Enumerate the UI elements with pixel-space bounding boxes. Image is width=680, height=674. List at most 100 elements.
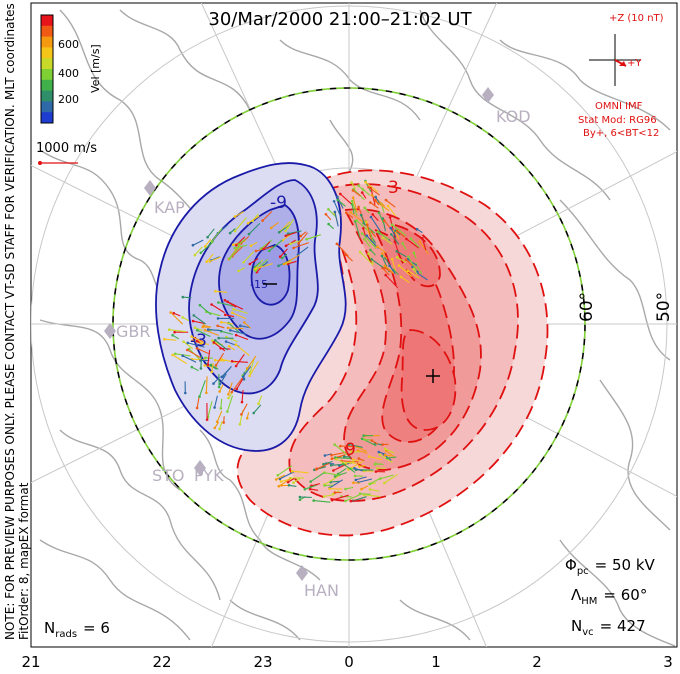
velocity-vector	[356, 219, 369, 232]
fit-order-note: FitOrder: 8, mapEX format	[17, 482, 31, 640]
contour-label-neg-3: -3	[190, 331, 207, 351]
velocity-vector-origin	[191, 243, 195, 247]
velocity-vector-origin	[327, 222, 330, 226]
velocity-vector-origin	[237, 243, 241, 246]
velocity-vector	[361, 233, 375, 247]
colorbar-swatch	[41, 101, 53, 113]
velocity-vector-origin	[289, 242, 292, 246]
velocity-vector-origin	[243, 321, 246, 324]
velocity-vector-origin	[222, 421, 225, 424]
velocity-vector-origin	[257, 402, 260, 406]
velocity-vector	[200, 240, 214, 254]
velocity-vector	[268, 239, 283, 252]
velocity-vector	[421, 238, 427, 251]
velocity-vector	[255, 258, 269, 272]
velocity-vector-origin	[276, 474, 280, 477]
velocity-vector-origin	[206, 363, 210, 367]
velocity-vector	[384, 448, 395, 454]
velocity-vector	[371, 258, 384, 269]
velocity-vector-origin	[406, 269, 410, 273]
contour-label-neg-9: -9	[270, 193, 287, 213]
velocity-vector	[384, 473, 398, 484]
scale-vector-arrow	[38, 161, 78, 165]
velocity-vector-origin	[335, 242, 339, 246]
velocity-vector	[378, 212, 385, 225]
colorbar-ticks: 600 400 200	[58, 38, 79, 106]
contour-label-neg-15: -15	[250, 278, 268, 291]
velocity-vector-origin	[329, 464, 333, 467]
velocity-vector-origin	[240, 413, 243, 416]
velocity-vector-origin	[374, 199, 377, 202]
velocity-vector	[213, 376, 220, 384]
colorbar-swatch	[41, 79, 53, 92]
velocity-vector	[193, 314, 206, 325]
velocity-vector-origin	[216, 324, 219, 328]
velocity-vector	[270, 221, 279, 229]
velocity-vector	[257, 395, 263, 404]
velocity-vector-origin	[248, 262, 252, 266]
velocity-vector-origin	[376, 467, 379, 470]
velocity-vector	[306, 234, 322, 240]
velocity-vector	[196, 396, 200, 409]
velocity-vector	[192, 239, 204, 246]
velocity-vector-origin	[386, 204, 390, 208]
velocity-vector-origin	[381, 443, 384, 446]
velocity-vector	[254, 261, 262, 268]
velocity-vector	[279, 470, 296, 480]
velocity-vector	[398, 265, 413, 278]
velocity-vector	[187, 342, 205, 348]
velocity-vector	[199, 304, 212, 316]
velocity-vector-origin	[240, 400, 244, 404]
velocity-vector	[232, 360, 248, 363]
velocity-vector	[211, 304, 225, 314]
velocity-vector-origin	[218, 390, 221, 393]
velocity-vector	[170, 312, 184, 325]
velocity-vector	[207, 228, 215, 238]
velocity-vector	[362, 188, 371, 196]
velocity-vector	[183, 341, 194, 350]
velocity-vector-origin	[383, 266, 387, 270]
velocity-vector-origin	[376, 230, 380, 233]
mlt-ticks: 21 22 23 0 1 2 3	[21, 653, 672, 671]
velocity-vector-origin	[199, 367, 203, 370]
station-sto: STO	[152, 466, 185, 485]
velocity-vector-origin	[357, 184, 360, 187]
velocity-vector-origin	[254, 269, 257, 273]
velocity-vector-origin	[383, 447, 387, 451]
velocity-vector-origin	[242, 377, 246, 381]
velocity-vector	[366, 224, 373, 242]
velocity-vector-origin	[173, 352, 177, 356]
velocity-vector	[231, 377, 243, 393]
velocity-vector	[260, 239, 273, 249]
velocity-vector-origin	[205, 418, 209, 421]
velocity-vector-origin	[335, 457, 338, 461]
velocity-vector-origin	[327, 208, 330, 211]
velocity-vector	[339, 193, 352, 205]
velocity-vector-origin	[315, 468, 318, 471]
lat-label-60: 60°	[577, 292, 597, 322]
velocity-vector	[369, 488, 380, 492]
colorbar-swatch	[41, 47, 53, 59]
velocity-vector	[285, 224, 291, 232]
velocity-vector-origin	[254, 249, 258, 253]
velocity-vector-origin	[191, 319, 195, 323]
colorbar-outline	[40, 14, 54, 124]
imf-clock	[589, 34, 641, 86]
velocity-vector-origin	[206, 328, 210, 331]
velocity-vector	[372, 214, 379, 222]
velocity-vector-origin	[328, 487, 331, 491]
svg-text:Nrads= 6: Nrads = 6	[44, 619, 110, 640]
velocity-vector-origin	[349, 499, 353, 503]
velocity-vector	[207, 401, 213, 418]
velocity-vector	[182, 296, 192, 299]
velocity-vector-origin	[287, 484, 291, 487]
velocity-vector	[304, 484, 316, 490]
velocity-vector-origin	[374, 462, 378, 466]
velocity-vector	[331, 494, 349, 501]
potential-max-marker	[426, 369, 440, 383]
velocity-vector-origin	[378, 453, 382, 457]
velocity-vector	[206, 253, 214, 263]
velocity-vector-origin	[401, 242, 405, 245]
velocity-vector-origin	[269, 226, 273, 230]
velocity-vector	[226, 395, 234, 412]
